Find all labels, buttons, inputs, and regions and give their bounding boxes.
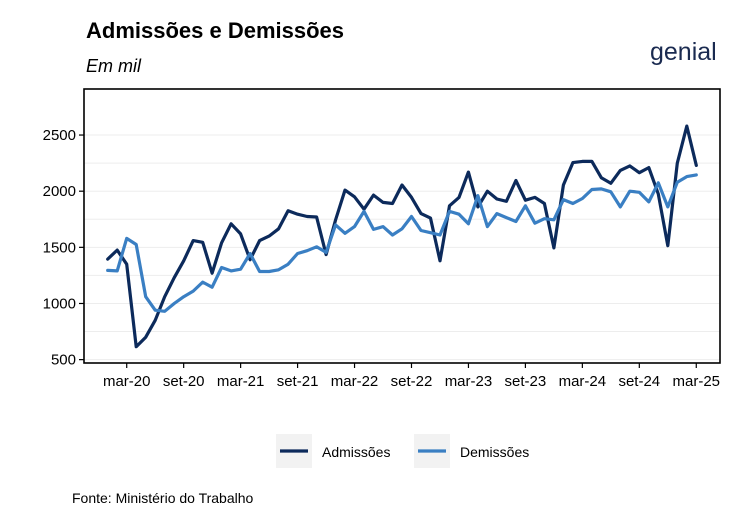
x-tick-label: mar-22 — [331, 373, 379, 390]
y-tick-label: 2500 — [43, 127, 76, 144]
x-tick-label: set-24 — [618, 373, 660, 390]
series-line-admissoes — [106, 124, 698, 349]
legend-item-demissoes-label: Demissões — [460, 444, 529, 460]
legend-item-admissoes-label: Admissões — [322, 444, 390, 460]
brand-logo: genial — [650, 38, 717, 67]
x-tick-label: mar-23 — [445, 373, 493, 390]
x-tick-label: mar-20 — [103, 373, 151, 390]
chart-subtitle: Em mil — [86, 56, 141, 76]
brand-logo-text: genial — [650, 38, 717, 66]
x-tick-label: set-23 — [505, 373, 547, 390]
chart-title: Admissões e Demissões — [86, 18, 345, 43]
x-tick-label: mar-24 — [559, 373, 607, 390]
axes: 500 1000 1500 2000 2500 mar-20 set-20 mar-21 set… — [43, 127, 720, 390]
legend: Admissões Demissões — [276, 434, 529, 468]
x-tick-label: mar-25 — [673, 373, 721, 390]
y-tick-label: 1500 — [43, 239, 76, 256]
grid-lines — [84, 134, 720, 361]
source-note: Fonte: Ministério do Trabalho — [72, 490, 254, 506]
x-tick-label: set-20 — [163, 373, 205, 390]
x-tick-label: set-21 — [277, 373, 319, 390]
x-tick-label: mar-21 — [217, 373, 265, 390]
y-tick-label: 1000 — [43, 295, 76, 312]
plot-panel-border — [83, 88, 721, 364]
x-tick-label: set-22 — [391, 373, 433, 390]
y-tick-label: 2000 — [43, 183, 76, 200]
series-line-demissoes — [106, 173, 698, 313]
y-tick-label: 500 — [51, 352, 76, 369]
series-lines — [106, 124, 698, 349]
